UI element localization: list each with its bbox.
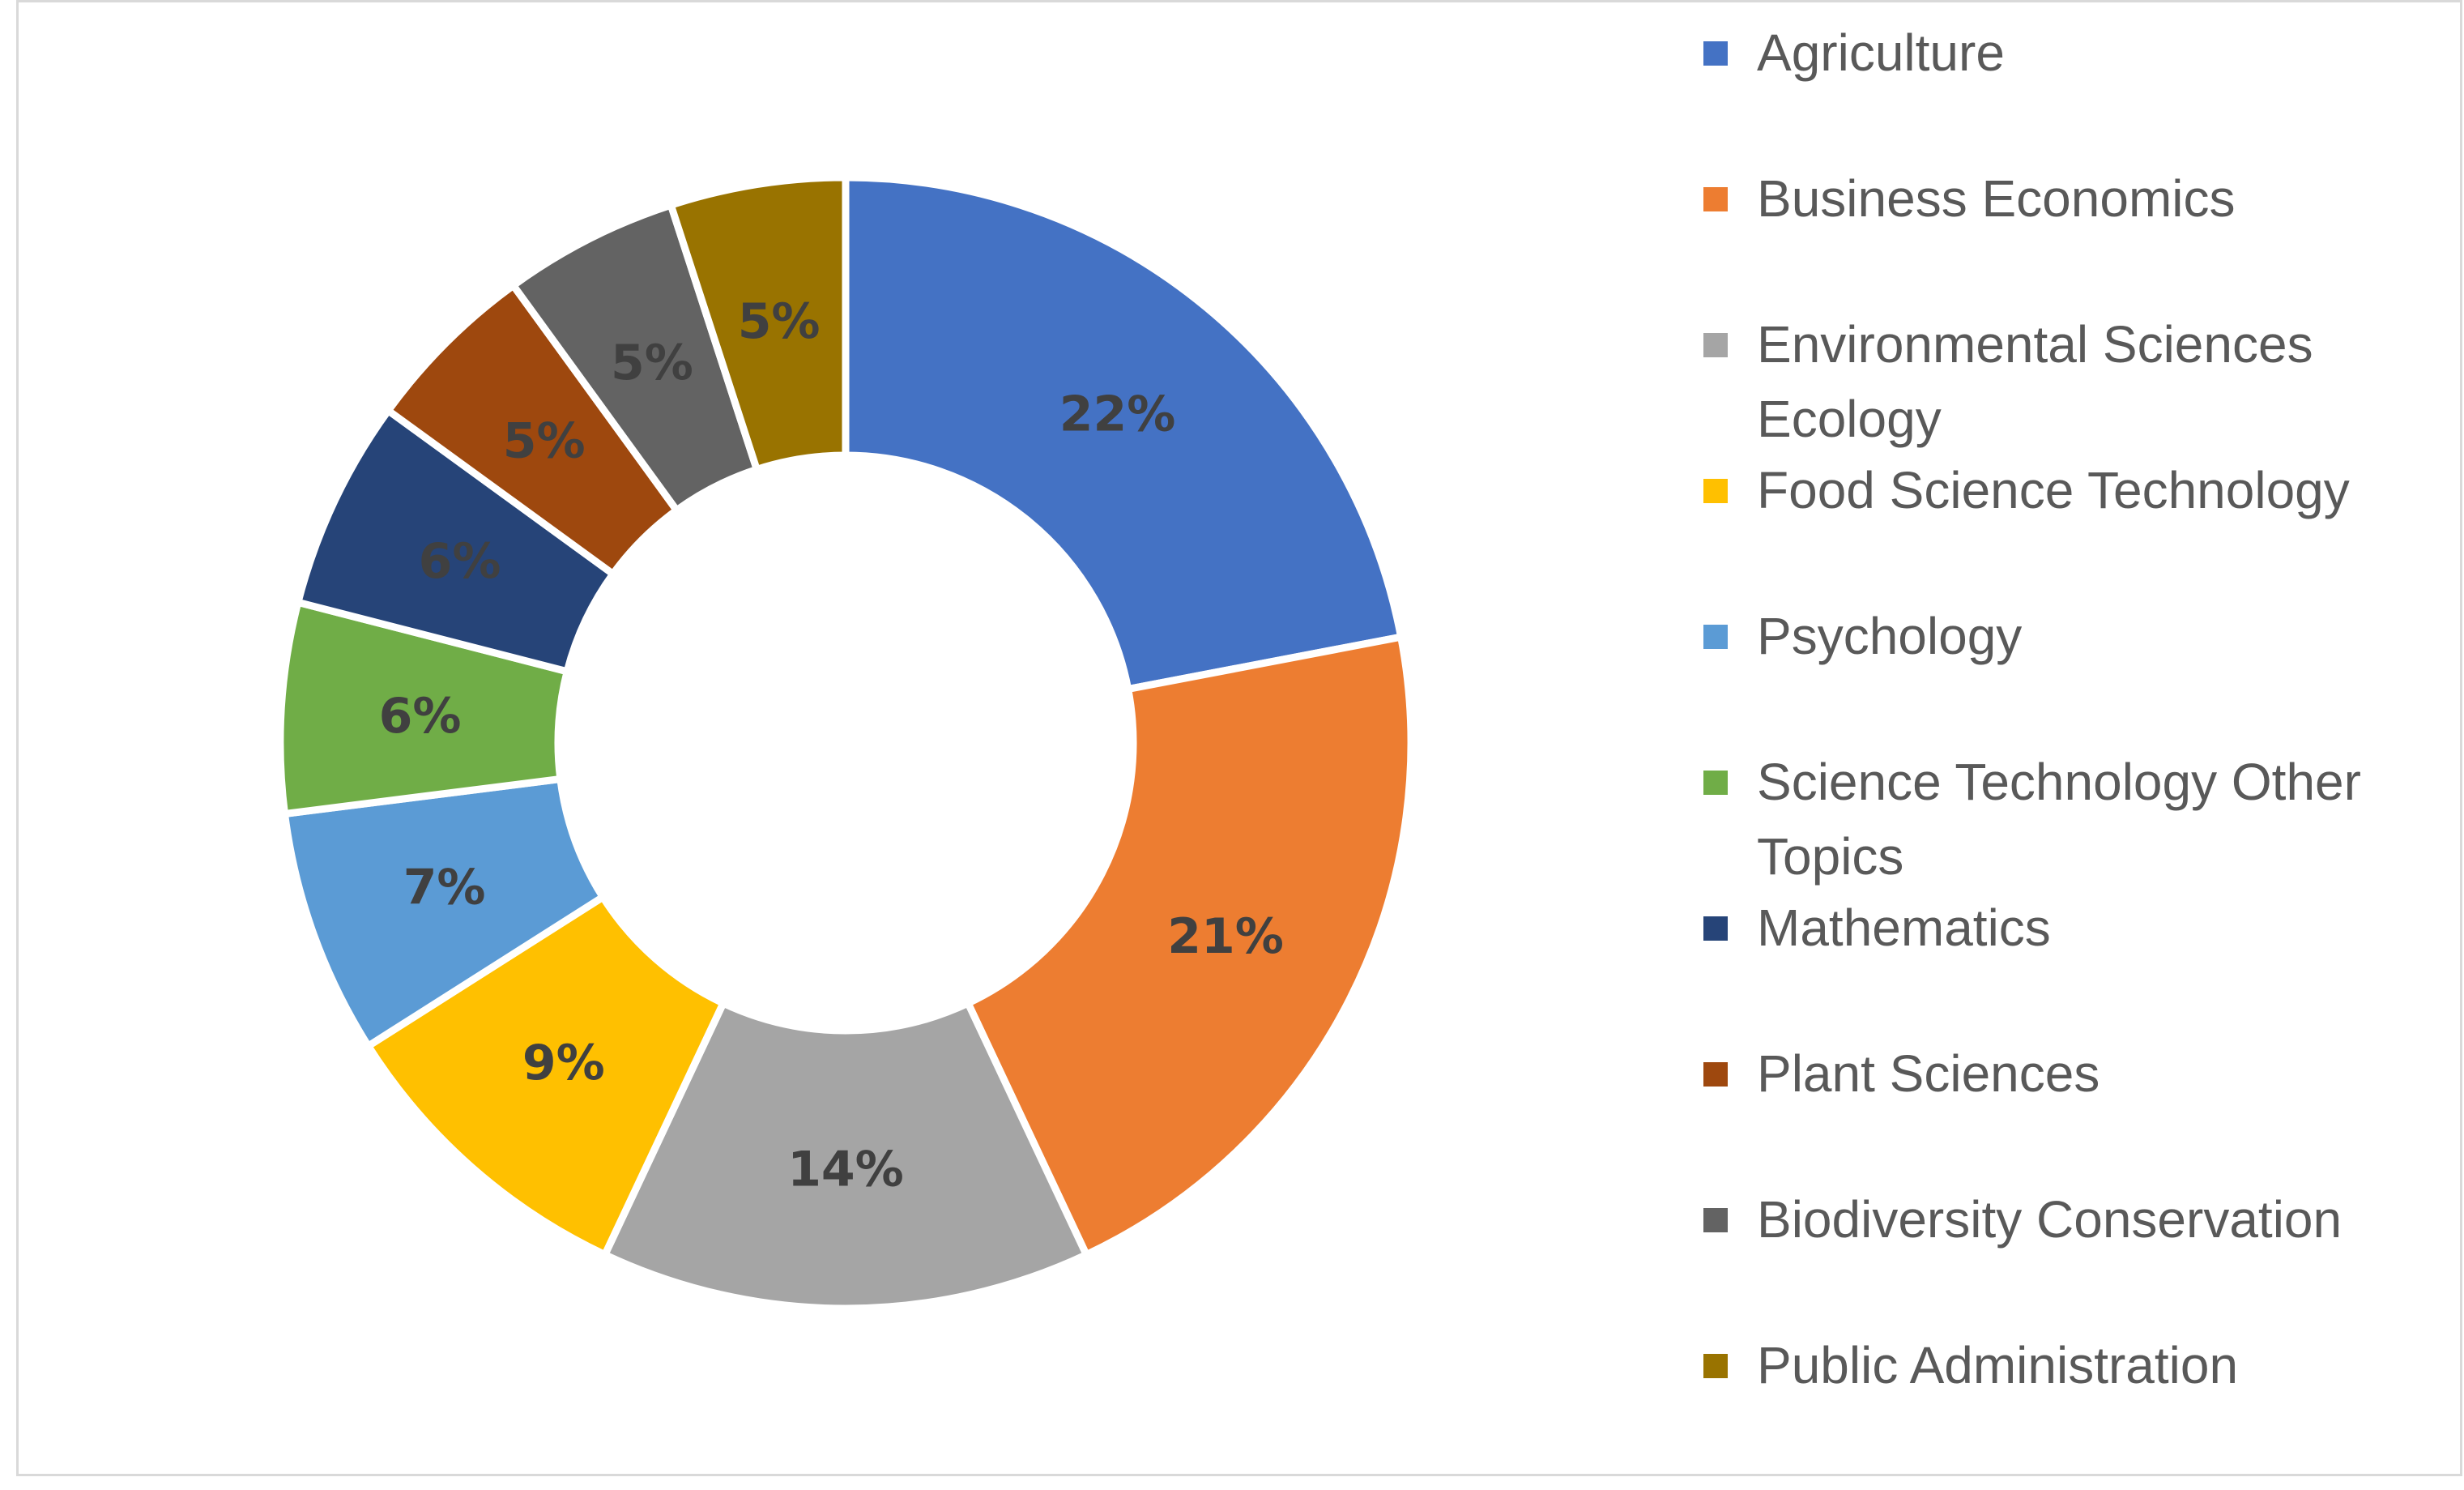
legend-label: Business Economics [1757,169,2236,228]
donut-slices [276,173,1415,1313]
legend-swatch [1703,625,1728,649]
legend-label: Science Technology Other Topics [1757,753,2361,886]
legend-item-psychology[interactable]: Psychology [1703,599,2432,673]
donut-chart: 22% 21% 14% 9% 7% 6% 6% 5% 5% 5% [276,173,1415,1313]
data-label-agriculture: 22% [1059,386,1176,442]
data-label-public-administration: 5% [738,293,821,350]
legend-item-public-administration[interactable]: Public Administration [1703,1328,2432,1402]
legend-item-mathematics[interactable]: Mathematics [1703,890,2432,965]
legend-swatch [1703,187,1728,211]
donut-slice-environmental-sciences-ecology[interactable] [599,998,1092,1313]
legend-swatch [1703,333,1728,357]
legend-label: Biodiversity Conservation [1757,1190,2343,1249]
data-label-psychology: 7% [403,859,486,916]
donut-slice-business-economics[interactable] [963,632,1415,1260]
legend-item-biodiversity-conservation[interactable]: Biodiversity Conservation [1703,1182,2432,1257]
data-label-business-economics: 21% [1167,908,1284,965]
legend-swatch [1703,479,1728,503]
data-labels: 22% 21% 14% 9% 7% 6% 6% 5% 5% 5% [379,293,1284,1198]
legend-item-food-science-technology[interactable]: Food Science Technology [1703,453,2432,527]
donut-slice-agriculture[interactable] [842,173,1405,694]
legend-label: Public Administration [1757,1336,2239,1394]
legend-swatch [1703,916,1728,941]
legend-label: Food Science Technology [1757,461,2350,519]
data-label-plant-sciences: 5% [503,413,586,470]
data-label-food-science-technology: 9% [522,1035,605,1091]
legend-item-business-economics[interactable]: Business Economics [1703,161,2432,236]
legend-label: Mathematics [1757,899,2051,957]
chart-frame: 22% 21% 14% 9% 7% 6% 6% 5% 5% 5% Agriculture Busi… [16,0,2462,1476]
legend-item-environmental-sciences-ecology[interactable]: Environmental Sciences Ecology [1703,307,2432,456]
data-label-mathematics: 6% [419,533,501,590]
data-label-biodiversity-conservation: 5% [611,335,693,391]
legend-swatch [1703,1062,1728,1087]
legend-swatch [1703,1208,1728,1232]
legend-swatch [1703,771,1728,795]
legend-label: Psychology [1757,607,2023,665]
legend-swatch [1703,41,1728,66]
donut-slice-food-science-technology[interactable] [363,892,728,1260]
legend-item-science-technology-other-topics[interactable]: Science Technology Other Topics [1703,745,2432,894]
legend-label: Agriculture [1757,23,2005,82]
legend-item-agriculture[interactable]: Agriculture [1703,15,2432,90]
data-label-science-technology-other-topics: 6% [379,688,462,745]
donut-slice-public-administration[interactable] [666,173,850,475]
legend-label: Environmental Sciences Ecology [1757,315,2313,448]
legend-swatch [1703,1354,1728,1378]
legend-item-plant-sciences[interactable]: Plant Sciences [1703,1036,2432,1111]
data-label-environmental-sciences-ecology: 14% [787,1142,904,1198]
legend-label: Plant Sciences [1757,1044,2100,1103]
